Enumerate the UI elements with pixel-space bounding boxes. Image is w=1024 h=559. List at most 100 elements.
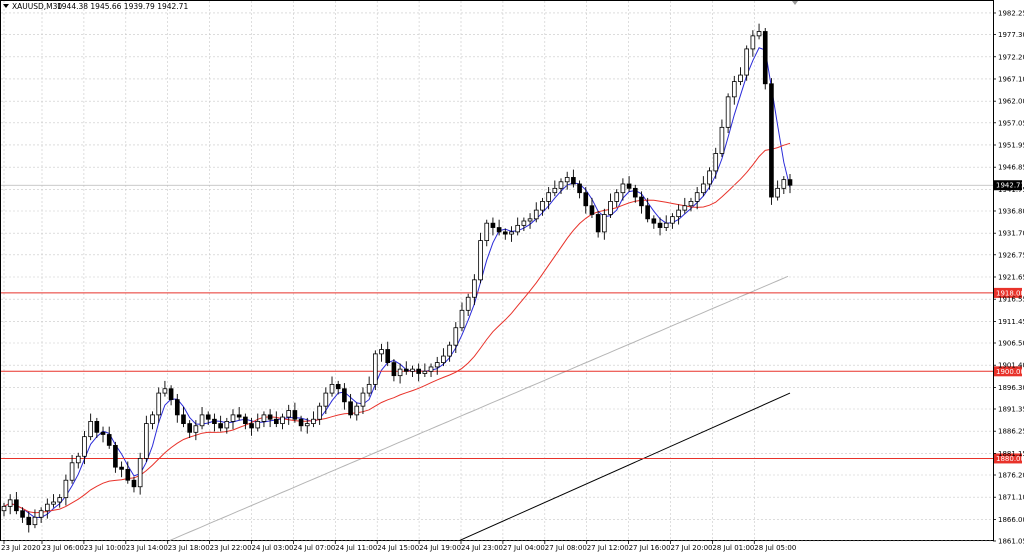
candle-body-up xyxy=(738,74,743,82)
candle-body-up xyxy=(707,170,712,185)
candle-body-up xyxy=(459,309,465,329)
candle xyxy=(230,409,236,430)
x-tick-label: 24 Jul 15:00 xyxy=(377,544,419,552)
candle-body-up xyxy=(756,31,762,37)
level-tag-label: 1918.00 xyxy=(996,289,1024,297)
candle-body-down xyxy=(131,479,137,488)
candle xyxy=(131,476,137,493)
candle-body-down xyxy=(106,434,112,446)
candle xyxy=(441,348,446,367)
candle xyxy=(725,93,731,134)
candle-body-down xyxy=(577,183,582,194)
candle-body-up xyxy=(465,296,471,311)
candle xyxy=(261,411,267,428)
candle xyxy=(639,191,644,214)
candle xyxy=(397,363,403,384)
candle xyxy=(787,173,793,194)
candle-body-down xyxy=(342,388,347,403)
candle-body-up xyxy=(515,224,521,233)
y-tick-label: 1967.10 xyxy=(998,75,1024,83)
candle xyxy=(626,176,632,192)
candle-body-up xyxy=(323,392,329,407)
y-tick-label: 1926.75 xyxy=(998,251,1024,259)
candle xyxy=(453,322,459,354)
horizontal-levels[interactable]: 1918.00 1900.00 1880.00 1942.71 xyxy=(1,180,1024,464)
candle-body-down xyxy=(174,399,180,416)
candle xyxy=(94,417,100,438)
y-tick-label: 1982.25 xyxy=(998,9,1024,17)
candle xyxy=(63,474,69,506)
symbol-label: XAUUSD,M30 xyxy=(12,2,62,11)
grid xyxy=(1,1,993,542)
level-tag-label: 1900.00 xyxy=(996,368,1024,376)
symbol-dropdown-icon[interactable] xyxy=(3,4,9,8)
candle xyxy=(509,226,514,242)
level-tag xyxy=(994,366,1022,377)
x-tick-label: 27 Jul 16:00 xyxy=(629,544,671,552)
x-tick-label: 23 Jul 14:00 xyxy=(126,544,168,552)
candle xyxy=(193,420,199,441)
candle xyxy=(434,356,440,375)
candle-body-up xyxy=(354,405,360,416)
candle xyxy=(38,507,44,523)
candle xyxy=(348,393,353,419)
x-tick-label: 28 Jul 01:00 xyxy=(712,544,754,552)
candle-body-down xyxy=(187,423,192,433)
candle-body-up xyxy=(137,458,143,488)
candle-body-up xyxy=(725,96,731,128)
candle-body-up xyxy=(304,423,310,427)
candle xyxy=(775,180,780,201)
candle-body-down xyxy=(571,177,576,185)
candle-body-down xyxy=(113,444,118,468)
candle xyxy=(577,180,582,199)
candle xyxy=(119,461,124,478)
candle xyxy=(236,407,242,421)
candle xyxy=(267,409,273,428)
candle-body-up xyxy=(261,414,267,422)
candle-body-up xyxy=(701,183,706,194)
candle xyxy=(292,402,298,423)
candle xyxy=(750,30,756,57)
chart-shift-icon[interactable] xyxy=(792,1,798,5)
candle xyxy=(391,359,397,382)
candle-body-up xyxy=(230,414,236,422)
candle xyxy=(1,502,7,517)
x-tick-label: 23 Jul 18:00 xyxy=(168,544,210,552)
candle xyxy=(602,208,607,240)
candle-body-up xyxy=(317,405,322,420)
candle xyxy=(496,219,502,236)
candle xyxy=(168,385,174,406)
candle xyxy=(273,411,279,428)
candle xyxy=(156,387,162,423)
plot-border xyxy=(0,0,994,541)
candle xyxy=(781,176,787,194)
candle-body-up xyxy=(162,388,168,394)
moving-averages xyxy=(3,47,791,541)
candle-body-up xyxy=(546,192,551,202)
ma-long-line xyxy=(459,392,791,541)
candle xyxy=(701,176,706,197)
candle-body-up xyxy=(676,209,681,218)
candle xyxy=(342,383,347,410)
candle-body-up xyxy=(694,192,700,202)
candle xyxy=(174,393,180,423)
candle-body-up xyxy=(478,240,483,281)
candle xyxy=(187,420,192,438)
candle xyxy=(657,217,663,236)
candle xyxy=(719,119,725,157)
y-tick-label: 1901.40 xyxy=(998,362,1024,370)
x-tick-label: 27 Jul 04:00 xyxy=(503,544,545,552)
candle-body-up xyxy=(472,279,477,298)
candle xyxy=(82,430,87,465)
candle-body-down xyxy=(335,383,341,390)
candle xyxy=(218,415,223,432)
candle-body-down xyxy=(218,423,223,429)
x-axis: 23 Jul 2020 23 Jul 06:00 23 Jul 10:00 23 Ju… xyxy=(1,541,796,552)
candle-body-up xyxy=(713,153,719,172)
candle xyxy=(410,365,415,377)
candle xyxy=(447,341,452,362)
candle-body-up xyxy=(447,344,452,357)
candle-body-down xyxy=(632,187,638,198)
